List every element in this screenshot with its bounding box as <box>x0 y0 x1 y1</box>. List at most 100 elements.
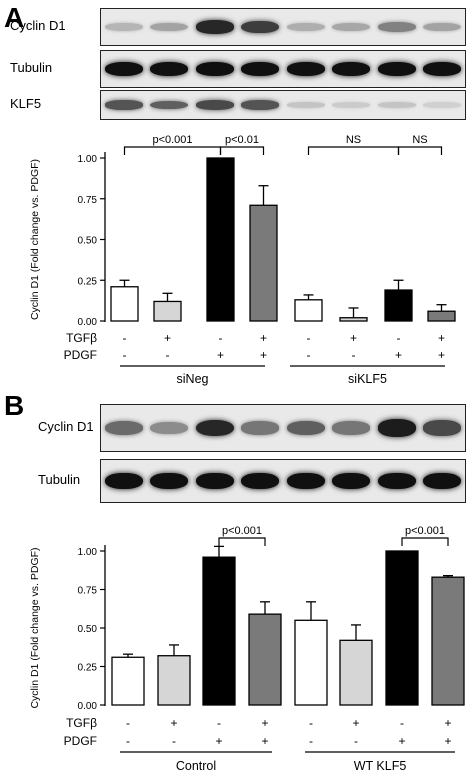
y-tick-label: 0.00 <box>78 317 98 328</box>
blot-band <box>104 61 143 76</box>
significance-label: NS <box>412 134 427 146</box>
blot-band <box>150 100 189 110</box>
blot-image-a-1 <box>100 50 466 88</box>
bar <box>385 550 419 706</box>
y-tick-label: 1.00 <box>78 154 98 165</box>
y-tick-label: 0.75 <box>78 586 98 597</box>
blot-band <box>423 102 462 108</box>
blot-label-b-0: Cyclin D1 <box>38 419 94 434</box>
panel-a-letter: A <box>4 2 25 33</box>
significance-bracket <box>123 146 222 155</box>
treatment-row-label: PDGF <box>64 348 97 362</box>
treatment-sign: - <box>307 348 311 362</box>
blot-band <box>150 22 189 32</box>
bar <box>294 299 323 322</box>
blot-band <box>195 61 234 76</box>
y-tick-label: 0.00 <box>78 701 98 712</box>
blot-band <box>150 472 189 490</box>
treatment-sign: - <box>126 734 130 748</box>
treatment-sign: - <box>397 331 401 345</box>
blot-label-a-0: Cyclin D1 <box>10 18 66 33</box>
y-axis-label: Cyclin D1 (Fold change vs. PDGF) <box>29 159 41 320</box>
blot-band <box>286 472 325 490</box>
treatment-sign: + <box>170 716 177 730</box>
treatment-sign: + <box>398 734 405 748</box>
blot-band <box>377 61 416 76</box>
blot-band <box>332 22 371 32</box>
significance-label: p<0.001 <box>152 134 192 146</box>
blot-band <box>195 472 234 490</box>
blot-band <box>286 61 325 76</box>
treatment-sign: - <box>166 348 170 362</box>
blot-band <box>286 102 325 108</box>
bar <box>431 576 465 706</box>
blot-band <box>332 61 371 76</box>
blot-image-a-2 <box>100 90 466 120</box>
bar <box>384 289 413 322</box>
y-tick-label: 0.25 <box>78 276 98 287</box>
treatment-sign: + <box>260 331 267 345</box>
blot-band <box>286 22 325 32</box>
blot-image-b-0 <box>100 404 466 452</box>
treatment-sign: - <box>307 331 311 345</box>
bar <box>153 300 182 322</box>
panel-b-letter: B <box>4 390 25 421</box>
blot-band <box>241 100 280 110</box>
treatment-sign: - <box>400 716 404 730</box>
treatment-sign: + <box>215 734 222 748</box>
blot-band <box>423 420 462 436</box>
y-tick-label: 1.00 <box>78 547 98 558</box>
group-label: siKLF5 <box>348 372 387 386</box>
treatment-row-label: PDGF <box>64 734 97 748</box>
blot-band <box>241 421 280 435</box>
blot-band <box>332 102 371 108</box>
bar <box>110 286 139 322</box>
blot-band <box>286 420 325 436</box>
y-tick-label: 0.50 <box>78 624 98 635</box>
blot-band <box>377 472 416 490</box>
significance-bracket <box>397 146 443 155</box>
treatment-sign: - <box>309 716 313 730</box>
treatment-sign: - <box>309 734 313 748</box>
treatment-sign: + <box>438 348 445 362</box>
blot-band <box>241 20 280 34</box>
blot-band <box>104 472 143 490</box>
bar <box>427 310 456 322</box>
blot-image-a-0 <box>100 8 466 46</box>
blot-band <box>104 100 143 110</box>
bar <box>111 656 145 706</box>
treatment-sign: + <box>260 348 267 362</box>
blot-band <box>423 22 462 32</box>
chart-1: 0.00 0.25 0.50 0.75 1.00 Cyclin D1 (Fold chan… <box>29 525 465 773</box>
significance-label: p<0.001 <box>405 525 445 537</box>
blot-band <box>104 421 143 435</box>
group-label: Control <box>176 759 216 773</box>
treatment-sign: + <box>350 331 357 345</box>
significance-bracket <box>307 146 400 155</box>
blot-band <box>377 102 416 108</box>
treatment-sign: - <box>352 348 356 362</box>
treatment-sign: + <box>261 716 268 730</box>
blot-band <box>332 472 371 490</box>
bar <box>339 639 373 706</box>
bar <box>157 655 191 706</box>
treatment-sign: - <box>123 331 127 345</box>
blot-band <box>332 421 371 435</box>
bar <box>248 613 282 706</box>
treatment-sign: + <box>217 348 224 362</box>
treatment-sign: - <box>126 716 130 730</box>
blot-band <box>241 472 280 490</box>
bar <box>206 157 235 322</box>
blot-band <box>195 100 234 110</box>
treatment-sign: + <box>444 716 451 730</box>
blot-band <box>423 61 462 76</box>
blot-band <box>423 472 462 490</box>
bar <box>202 556 236 706</box>
treatment-sign: + <box>261 734 268 748</box>
treatment-sign: - <box>354 734 358 748</box>
y-tick-label: 0.25 <box>78 663 98 674</box>
blot-label-b-1: Tubulin <box>38 472 81 487</box>
blot-band <box>377 21 416 32</box>
treatment-sign: + <box>444 734 451 748</box>
treatment-sign: + <box>395 348 402 362</box>
